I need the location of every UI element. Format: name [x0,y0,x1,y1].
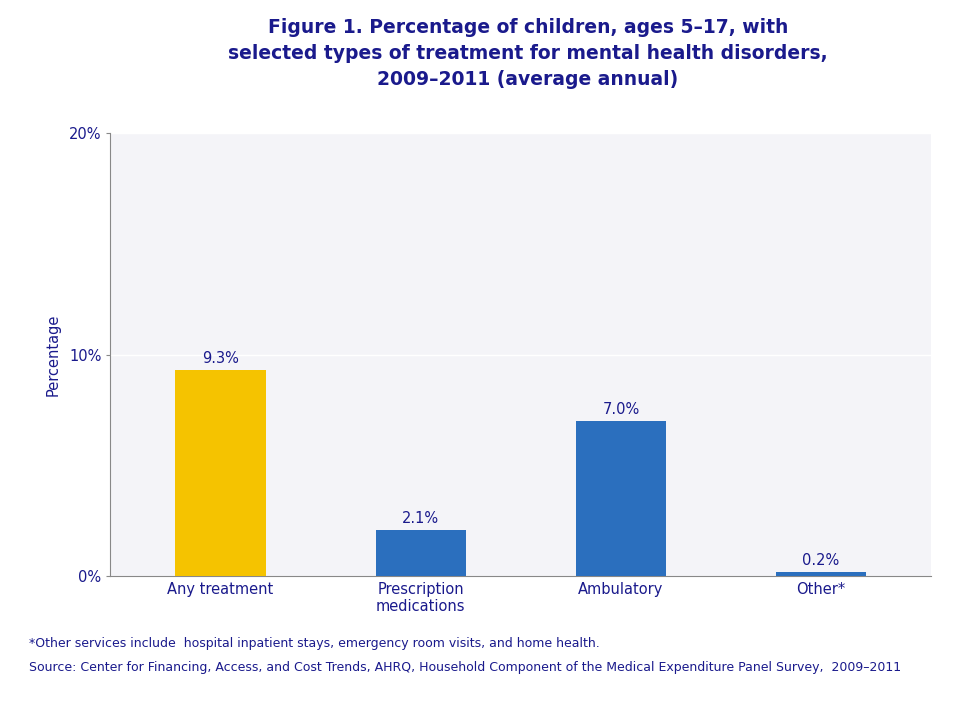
Y-axis label: Percentage: Percentage [45,313,60,396]
Text: 7.0%: 7.0% [602,402,639,417]
Bar [176,370,266,576]
Text: Figure 1. Percentage of children, ages 5–17, with
selected types of treatment fo: Figure 1. Percentage of children, ages 5… [228,18,828,89]
Text: Source: Center for Financing, Access, and Cost Trends, AHRQ, Household Component: Source: Center for Financing, Access, an… [29,661,900,674]
Bar [576,421,666,576]
Bar [375,529,466,576]
Text: 9.3%: 9.3% [202,351,239,366]
Bar [776,572,866,576]
Text: *Other services include  hospital inpatient stays, emergency room visits, and ho: *Other services include hospital inpatie… [29,637,600,650]
Text: 2.1%: 2.1% [402,510,440,526]
Text: 0.2%: 0.2% [803,552,840,567]
